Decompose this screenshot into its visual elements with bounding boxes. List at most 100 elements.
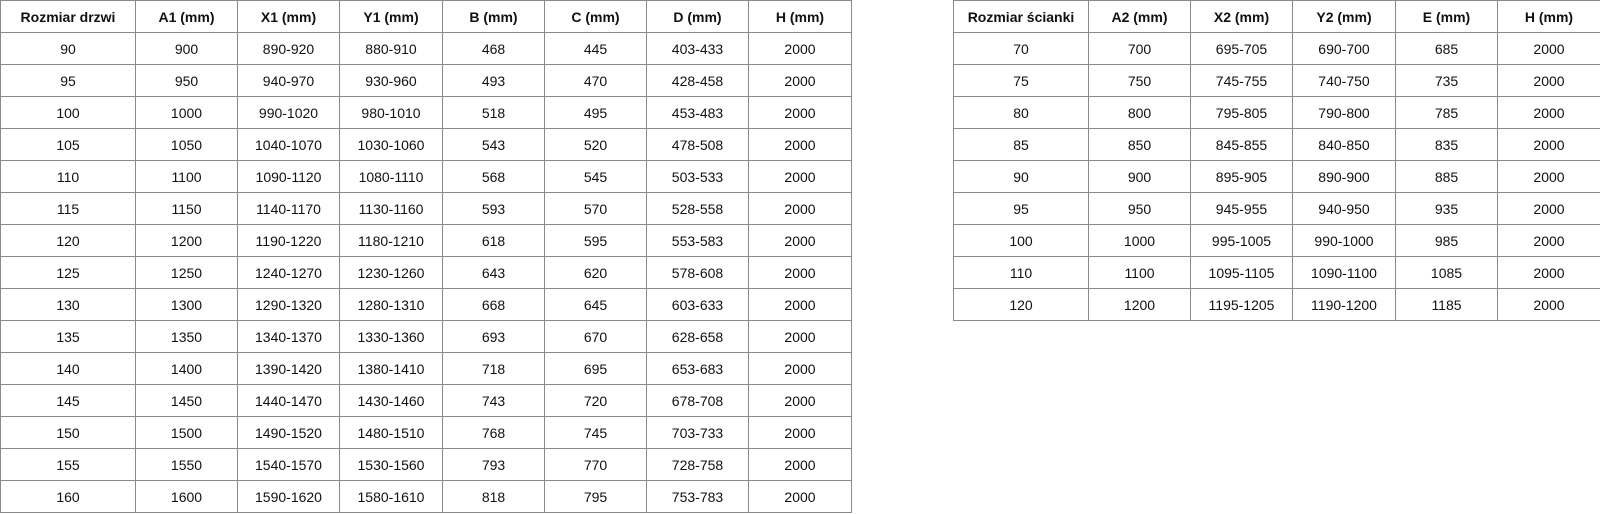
- table-cell: 2000: [1497, 224, 1600, 257]
- table-cell: 2000: [1497, 288, 1600, 321]
- table-cell: 695: [544, 352, 647, 385]
- table-row: 70 700 695-705 690-700 685 2000: [953, 32, 1600, 65]
- table-cell: 980-1010: [339, 96, 443, 129]
- table-cell: 543: [442, 128, 545, 161]
- table-row: 95 950 945-955 940-950 935 2000: [953, 192, 1600, 225]
- table-cell: 2000: [748, 320, 852, 353]
- table-cell: 1040-1070: [237, 128, 340, 161]
- table-cell: 95: [0, 64, 136, 97]
- table-row: 130 1300 1290-1320 1280-1310 668 645 603-633 20…: [0, 288, 852, 321]
- table-cell: 603-633: [646, 288, 749, 321]
- table-cell: 753-783: [646, 480, 749, 513]
- table-cell: 1340-1370: [237, 320, 340, 353]
- table-cell: 130: [0, 288, 136, 321]
- table-cell: 1550: [135, 448, 238, 481]
- table-cell: 90: [953, 160, 1089, 193]
- table-cell: 1140-1170: [237, 192, 340, 225]
- table-cell: 800: [1088, 96, 1191, 129]
- table-cell: 1450: [135, 384, 238, 417]
- table-cell: 740-750: [1292, 64, 1396, 97]
- table-cell: 1490-1520: [237, 416, 340, 449]
- table-cell: 1250: [135, 256, 238, 289]
- table-cell: 468: [442, 32, 545, 65]
- table-cell: 678-708: [646, 384, 749, 417]
- table-row: 85 850 845-855 840-850 835 2000: [953, 128, 1600, 161]
- table-cell: 1480-1510: [339, 416, 443, 449]
- table-cell: 520: [544, 128, 647, 161]
- table-cell: 1030-1060: [339, 128, 443, 161]
- table-cell: 1540-1570: [237, 448, 340, 481]
- table-cell: 653-683: [646, 352, 749, 385]
- table-cell: 2000: [748, 32, 852, 65]
- column-header: X1 (mm): [237, 0, 340, 33]
- table-row: 140 1400 1390-1420 1380-1410 718 695 653-683 20…: [0, 352, 852, 385]
- table-cell: 85: [953, 128, 1089, 161]
- table-cell: 2000: [748, 352, 852, 385]
- table-row: 90 900 895-905 890-900 885 2000: [953, 160, 1600, 193]
- table-cell: 1000: [1088, 224, 1191, 257]
- table-cell: 743: [442, 384, 545, 417]
- table-cell: 493: [442, 64, 545, 97]
- table-cell: 1090-1100: [1292, 256, 1396, 289]
- table-cell: 1080-1110: [339, 160, 443, 193]
- table-cell: 2000: [748, 224, 852, 257]
- table-cell: 1180-1210: [339, 224, 443, 257]
- table-cell: 990-1020: [237, 96, 340, 129]
- table-cell: 478-508: [646, 128, 749, 161]
- table-cell: 768: [442, 416, 545, 449]
- column-header: E (mm): [1395, 0, 1498, 33]
- table-cell: 1530-1560: [339, 448, 443, 481]
- table-cell: 503-533: [646, 160, 749, 193]
- door-dimensions-table: Rozmiar drzwi A1 (mm) X1 (mm) Y1 (mm) B (mm)…: [0, 0, 852, 513]
- table-row: 110 1100 1095-1105 1090-1100 1085 2000: [953, 256, 1600, 289]
- table-cell: 795-805: [1190, 96, 1293, 129]
- table-cell: 2000: [748, 128, 852, 161]
- table-cell: 770: [544, 448, 647, 481]
- table-cell: 700: [1088, 32, 1191, 65]
- table-cell: 568: [442, 160, 545, 193]
- table-cell: 2000: [748, 288, 852, 321]
- table-cell: 845-855: [1190, 128, 1293, 161]
- table-cell: 1190-1200: [1292, 288, 1396, 321]
- table-cell: 685: [1395, 32, 1498, 65]
- table-cell: 745-755: [1190, 64, 1293, 97]
- table-cell: 950: [1088, 192, 1191, 225]
- table-cell: 880-910: [339, 32, 443, 65]
- table-cell: 495: [544, 96, 647, 129]
- table-header-row: Rozmiar ścianki A2 (mm) X2 (mm) Y2 (mm) E (m…: [953, 0, 1600, 33]
- column-header: C (mm): [544, 0, 647, 33]
- table-cell: 1290-1320: [237, 288, 340, 321]
- table-cell: 453-483: [646, 96, 749, 129]
- table-cell: 100: [0, 96, 136, 129]
- table-cell: 1240-1270: [237, 256, 340, 289]
- table-cell: 110: [953, 256, 1089, 289]
- table-cell: 1000: [135, 96, 238, 129]
- table-cell: 145: [0, 384, 136, 417]
- table-cell: 950: [135, 64, 238, 97]
- table-cell: 570: [544, 192, 647, 225]
- table-cell: 1195-1205: [1190, 288, 1293, 321]
- table-cell: 115: [0, 192, 136, 225]
- wall-dimensions-table: Rozmiar ścianki A2 (mm) X2 (mm) Y2 (mm) E (m…: [953, 0, 1600, 321]
- table-cell: 1580-1610: [339, 480, 443, 513]
- table-row: 115 1150 1140-1170 1130-1160 593 570 528-558 20…: [0, 192, 852, 225]
- table-cell: 140: [0, 352, 136, 385]
- column-header: H (mm): [748, 0, 852, 33]
- column-header: Y2 (mm): [1292, 0, 1396, 33]
- table-row: 125 1250 1240-1270 1230-1260 643 620 578-608 20…: [0, 256, 852, 289]
- table-cell: 1090-1120: [237, 160, 340, 193]
- table-cell: 940-950: [1292, 192, 1396, 225]
- column-header: A1 (mm): [135, 0, 238, 33]
- table-cell: 445: [544, 32, 647, 65]
- table-cell: 1380-1410: [339, 352, 443, 385]
- table-cell: 120: [0, 224, 136, 257]
- table-cell: 785: [1395, 96, 1498, 129]
- table-cell: 618: [442, 224, 545, 257]
- table-cell: 750: [1088, 64, 1191, 97]
- table-cell: 930-960: [339, 64, 443, 97]
- table-cell: 593: [442, 192, 545, 225]
- table-cell: 645: [544, 288, 647, 321]
- table-cell: 2000: [1497, 32, 1600, 65]
- table-cell: 670: [544, 320, 647, 353]
- table-cell: 2000: [1497, 160, 1600, 193]
